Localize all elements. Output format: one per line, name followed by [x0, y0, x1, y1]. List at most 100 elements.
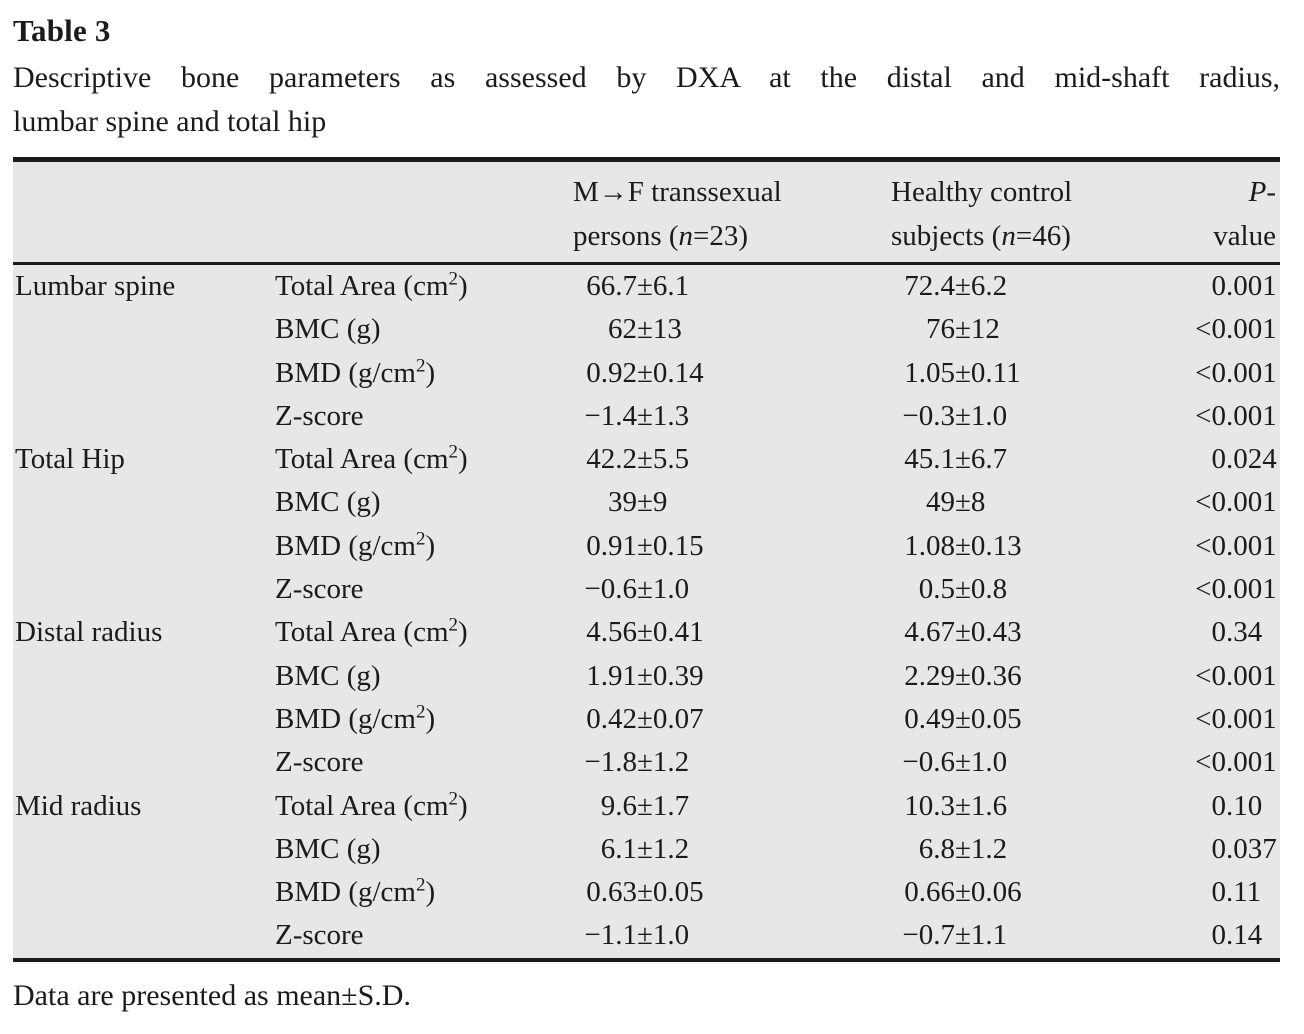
p-value-cell: <0.001: [1191, 655, 1280, 698]
value-before-plusminus: 2.29: [904, 659, 955, 692]
value-cell-control-group: −0.6 ±1.0: [891, 741, 1191, 784]
table-row: BMD (g/cm2) 0.42 ±0.07 0.49 ±0.05 <0.001: [15, 698, 1280, 741]
value-after-plusminus: ±0.8: [955, 573, 1008, 606]
value-after-plusminus: ±1.6: [955, 789, 1008, 822]
value-after-plusminus: ±1.0: [955, 746, 1008, 779]
region-cell: [15, 308, 275, 351]
region-cell: Distal radius: [15, 616, 163, 649]
parameter-cell: Total Area (cm2): [275, 441, 468, 476]
value-cell-transsexual-group: −1.1 ±1.0: [573, 914, 891, 957]
value-after-plusminus: ±0.05: [637, 876, 704, 909]
value-after-plusminus: ±1.2: [637, 832, 690, 865]
value-before-plusminus: 4.56: [586, 616, 637, 649]
region-cell: Lumbar spine: [15, 270, 176, 302]
p-value-cell: <0.001: [1191, 741, 1280, 784]
data-table: M→F transsexual persons (n=23) Healthy c…: [13, 157, 1280, 962]
p-value-cell: <0.001: [1191, 568, 1280, 611]
table-row: Total Hip Total Area (cm2) 42.2 ±5.5 45.1…: [15, 438, 1280, 481]
table-row: Z-score −1.4 ±1.3 −0.3 ±1.0 <0.001: [15, 395, 1280, 438]
column-header-line: M→F transsexual: [573, 176, 782, 208]
p-value-integer-part: <0: [1195, 573, 1226, 606]
region-cell: [15, 352, 275, 395]
value-after-plusminus: ±6.2: [955, 270, 1008, 302]
region-cell: [15, 741, 275, 784]
table-body: Lumbar spine Total Area (cm2) 66.7 ±6.1 7…: [13, 265, 1280, 958]
table-row: BMD (g/cm2) 0.92 ±0.14 1.05 ±0.11 <0.001: [15, 352, 1280, 395]
value-cell-control-group: 72.4 ±6.2: [891, 265, 1191, 308]
value-cell-control-group: −0.7 ±1.1: [891, 914, 1191, 957]
table-row: BMC (g) 6.1 ±1.2 6.8 ±1.2 0.037: [15, 828, 1280, 871]
value-cell-transsexual-group: 9.6 ±1.7: [573, 785, 891, 828]
value-before-plusminus: 39: [608, 486, 637, 519]
table-header-row: M→F transsexual persons (n=23) Healthy c…: [13, 162, 1280, 262]
value-before-plusminus: 62: [608, 313, 637, 346]
p-value-integer-part: 0: [1211, 443, 1227, 476]
p-value-cell: <0.001: [1191, 698, 1280, 741]
value-before-plusminus: 6.1: [600, 832, 637, 865]
value-cell-control-group: 4.67 ±0.43: [891, 611, 1191, 654]
value-after-plusminus: ±1.3: [637, 399, 690, 432]
value-after-plusminus: ±0.06: [955, 876, 1022, 909]
parameter-cell: Total Area (cm2): [275, 787, 468, 822]
value-cell-control-group: 0.66 ±0.06: [891, 871, 1191, 914]
value-before-plusminus: 10.3: [904, 789, 955, 822]
value-before-plusminus: 1.05: [904, 356, 955, 389]
p-value-cell: 0.34: [1191, 611, 1280, 654]
p-value-integer-part: 0: [1211, 832, 1227, 865]
value-after-plusminus: ±0.36: [955, 659, 1022, 692]
value-before-plusminus: 9.6: [600, 789, 637, 822]
parameter-cell: BMC (g): [275, 659, 381, 692]
header-spacer: [15, 170, 573, 262]
value-before-plusminus: 0.49: [904, 702, 955, 735]
p-value-decimal-part: .001: [1226, 356, 1277, 389]
p-value-decimal-part: .024: [1226, 443, 1277, 476]
p-value-decimal-part: .14: [1226, 919, 1263, 952]
region-cell: Mid radius: [15, 789, 142, 822]
value-before-plusminus: 0.92: [586, 356, 637, 389]
table-row: Z-score −1.1 ±1.0 −0.7 ±1.1 0.14: [15, 914, 1280, 957]
value-before-plusminus: 66.7: [586, 270, 637, 302]
value-after-plusminus: ±1.0: [955, 399, 1008, 432]
value-after-plusminus: ±0.07: [637, 702, 704, 735]
parameter-cell: Z-score: [275, 919, 364, 952]
value-cell-control-group: 2.29 ±0.36: [891, 655, 1191, 698]
p-value-decimal-part: .001: [1226, 486, 1277, 519]
region-cell: [15, 871, 275, 914]
value-before-plusminus: −0.7: [902, 919, 955, 952]
value-after-plusminus: ±5.5: [637, 443, 690, 476]
value-cell-control-group: 10.3 ±1.6: [891, 785, 1191, 828]
table-row: Lumbar spine Total Area (cm2) 66.7 ±6.1 7…: [15, 265, 1280, 308]
value-cell-transsexual-group: 0.42 ±0.07: [573, 698, 891, 741]
p-value-cell: 0.024: [1191, 438, 1280, 481]
p-value-integer-part: 0: [1211, 919, 1227, 952]
value-cell-transsexual-group: −1.8 ±1.2: [573, 741, 891, 784]
value-after-plusminus: ±9: [637, 486, 668, 519]
value-before-plusminus: 49: [926, 486, 955, 519]
p-value-integer-part: <0: [1195, 313, 1226, 346]
value-cell-transsexual-group: 62 ±13: [573, 308, 891, 351]
parameter-cell: Total Area (cm2): [275, 268, 468, 302]
table-row: BMC (g) 39 ±9 49 ±8 <0.001: [15, 481, 1280, 524]
value-before-plusminus: 1.91: [586, 659, 637, 692]
caption-line-2: lumbar spine and total hip: [13, 105, 327, 138]
p-value-decimal-part: .001: [1226, 659, 1277, 692]
p-value-cell: <0.001: [1191, 395, 1280, 438]
value-before-plusminus: 0.5: [918, 573, 955, 606]
value-after-plusminus: ±12: [955, 313, 1000, 346]
p-value-integer-part: <0: [1195, 659, 1226, 692]
p-value-integer-part: <0: [1195, 356, 1226, 389]
p-value-integer-part: <0: [1195, 746, 1226, 779]
table-row: Z-score −0.6 ±1.0 0.5 ±0.8 <0.001: [15, 568, 1280, 611]
parameter-cell: BMC (g): [275, 486, 381, 519]
region-cell: [15, 481, 275, 524]
value-after-plusminus: ±0.05: [955, 702, 1022, 735]
region-cell: Total Hip: [15, 443, 125, 476]
p-value-decimal-part: .037: [1226, 832, 1277, 865]
p-value-decimal-part: .001: [1226, 746, 1277, 779]
value-cell-control-group: 6.8 ±1.2: [891, 828, 1191, 871]
p-value-integer-part: <0: [1195, 399, 1226, 432]
value-cell-transsexual-group: 66.7 ±6.1: [573, 265, 891, 308]
value-after-plusminus: ±1.0: [637, 573, 690, 606]
value-after-plusminus: ±6.1: [637, 270, 690, 302]
value-after-plusminus: ±0.14: [637, 356, 704, 389]
